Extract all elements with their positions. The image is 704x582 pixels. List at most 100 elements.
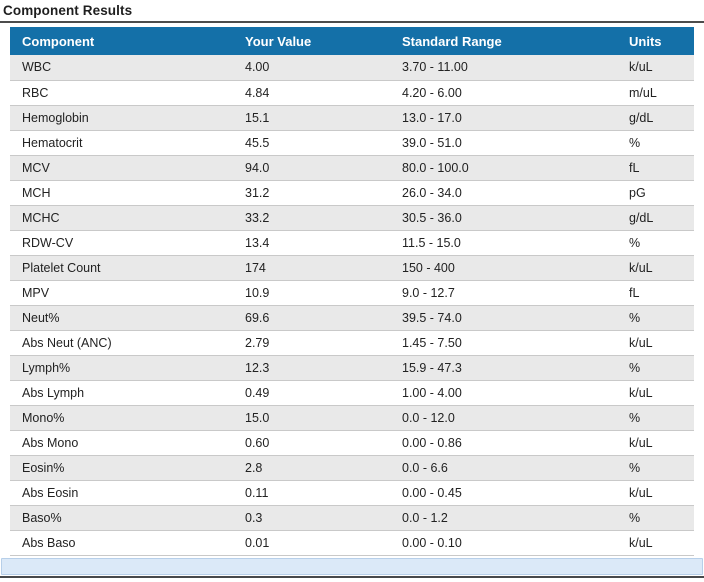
your-value-cell: 31.2 <box>233 180 390 206</box>
component-cell: Abs Eosin <box>10 480 233 506</box>
table-row: Abs Lymph 0.49 1.00 - 4.00 k/uL <box>10 380 694 406</box>
component-cell: Abs Mono <box>10 430 233 456</box>
units-cell: fL <box>617 280 694 306</box>
table-row: MCV 94.0 80.0 - 100.0 fL <box>10 155 694 181</box>
footer-bar <box>1 557 703 575</box>
page-title: Component Results <box>0 0 704 23</box>
table-row: MCH 31.2 26.0 - 34.0 pG <box>10 180 694 206</box>
table-row: Neut% 69.6 39.5 - 74.0% <box>10 305 694 331</box>
component-cell: Abs Neut (ANC) <box>10 330 233 356</box>
component-cell: Eosin% <box>10 455 233 481</box>
standard-range-cell: 30.5 - 36.0 <box>390 205 617 231</box>
table-row: Lymph% 12.3 15.9 - 47.3% <box>10 355 694 381</box>
table-row: Abs Baso 0.01 0.00 - 0.10 k/uL <box>10 530 694 556</box>
your-value-cell: 0.11 <box>233 480 390 506</box>
your-value-cell: 174 <box>233 255 390 281</box>
standard-range-cell: 13.0 - 17.0 <box>390 105 617 131</box>
bottom-divider <box>0 575 704 578</box>
table-row: Eosin% 2.8 0.0 - 6.6% <box>10 455 694 481</box>
units-cell: fL <box>617 155 694 181</box>
column-header-units: Units <box>617 27 694 55</box>
component-cell: Baso% <box>10 505 233 531</box>
standard-range-cell: 3.70 - 11.00 <box>390 55 617 81</box>
your-value-cell: 15.0 <box>233 405 390 431</box>
standard-range-cell: 80.0 - 100.0 <box>390 155 617 181</box>
component-cell: Lymph% <box>10 355 233 381</box>
your-value-cell: 0.01 <box>233 530 390 556</box>
units-cell: % <box>617 130 694 156</box>
units-cell: % <box>617 230 694 256</box>
standard-range-cell: 11.5 - 15.0 <box>390 230 617 256</box>
units-cell: % <box>617 455 694 481</box>
column-header-component: Component <box>10 27 233 55</box>
component-cell: RBC <box>10 80 233 106</box>
units-cell: k/uL <box>617 380 694 406</box>
your-value-cell: 10.9 <box>233 280 390 306</box>
table-header-row: Component Your Value Standard Range Unit… <box>10 27 694 55</box>
your-value-cell: 0.49 <box>233 380 390 406</box>
table-body: WBC 4.00 3.70 - 11.00 k/uL RBC 4.84 4.20 - 6.0… <box>10 55 694 556</box>
units-cell: k/uL <box>617 480 694 506</box>
component-cell: Abs Lymph <box>10 380 233 406</box>
units-cell: m/uL <box>617 80 694 106</box>
table-row: MCHC 33.2 30.5 - 36.0 g/dL <box>10 205 694 231</box>
standard-range-cell: 0.00 - 0.45 <box>390 480 617 506</box>
standard-range-cell: 9.0 - 12.7 <box>390 280 617 306</box>
table-row: RDW-CV 13.4 11.5 - 15.0% <box>10 230 694 256</box>
your-value-cell: 69.6 <box>233 305 390 331</box>
table-row: RBC 4.84 4.20 - 6.00 m/uL <box>10 80 694 106</box>
standard-range-cell: 0.0 - 6.6 <box>390 455 617 481</box>
standard-range-cell: 0.0 - 12.0 <box>390 405 617 431</box>
your-value-cell: 4.84 <box>233 80 390 106</box>
units-cell: pG <box>617 180 694 206</box>
standard-range-cell: 15.9 - 47.3 <box>390 355 617 381</box>
standard-range-cell: 4.20 - 6.00 <box>390 80 617 106</box>
standard-range-cell: 1.00 - 4.00 <box>390 380 617 406</box>
standard-range-cell: 1.45 - 7.50 <box>390 330 617 356</box>
units-cell: % <box>617 405 694 431</box>
your-value-cell: 0.3 <box>233 505 390 531</box>
component-cell: Platelet Count <box>10 255 233 281</box>
your-value-cell: 13.4 <box>233 230 390 256</box>
units-cell: k/uL <box>617 530 694 556</box>
units-cell: k/uL <box>617 255 694 281</box>
table-row: Mono% 15.0 0.0 - 12.0% <box>10 405 694 431</box>
component-cell: Hematocrit <box>10 130 233 156</box>
table-row: WBC 4.00 3.70 - 11.00 k/uL <box>10 55 694 81</box>
table-row: Abs Mono 0.60 0.00 - 0.86 k/uL <box>10 430 694 456</box>
standard-range-cell: 0.0 - 1.2 <box>390 505 617 531</box>
component-cell: Hemoglobin <box>10 105 233 131</box>
standard-range-cell: 150 - 400 <box>390 255 617 281</box>
table-row: Abs Eosin 0.11 0.00 - 0.45 k/uL <box>10 480 694 506</box>
component-cell: MCV <box>10 155 233 181</box>
units-cell: g/dL <box>617 205 694 231</box>
table-row: MPV 10.9 9.0 - 12.7 fL <box>10 280 694 306</box>
units-cell: k/uL <box>617 55 694 81</box>
component-cell: MCHC <box>10 205 233 231</box>
your-value-cell: 4.00 <box>233 55 390 81</box>
standard-range-cell: 39.5 - 74.0 <box>390 305 617 331</box>
your-value-cell: 2.79 <box>233 330 390 356</box>
units-cell: % <box>617 305 694 331</box>
column-header-your-value: Your Value <box>233 27 390 55</box>
standard-range-cell: 0.00 - 0.10 <box>390 530 617 556</box>
component-cell: Mono% <box>10 405 233 431</box>
column-header-standard-range: Standard Range <box>390 27 617 55</box>
units-cell: g/dL <box>617 105 694 131</box>
units-cell: k/uL <box>617 330 694 356</box>
your-value-cell: 15.1 <box>233 105 390 131</box>
your-value-cell: 45.5 <box>233 130 390 156</box>
your-value-cell: 0.60 <box>233 430 390 456</box>
units-cell: % <box>617 355 694 381</box>
component-cell: Abs Baso <box>10 530 233 556</box>
component-cell: Neut% <box>10 305 233 331</box>
standard-range-cell: 26.0 - 34.0 <box>390 180 617 206</box>
component-cell: WBC <box>10 55 233 81</box>
table-row: Hematocrit 45.5 39.0 - 51.0% <box>10 130 694 156</box>
table-row: Platelet Count 174 150 - 400 k/uL <box>10 255 694 281</box>
your-value-cell: 33.2 <box>233 205 390 231</box>
results-table: Component Your Value Standard Range Unit… <box>10 27 694 556</box>
table-row: Hemoglobin 15.1 13.0 - 17.0 g/dL <box>10 105 694 131</box>
units-cell: % <box>617 505 694 531</box>
